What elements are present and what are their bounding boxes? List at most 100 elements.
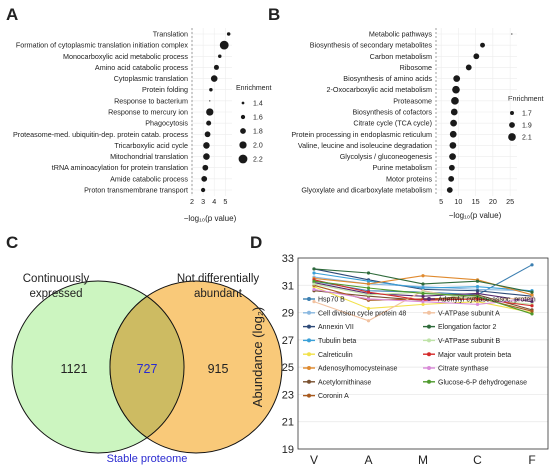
panel-a-xtick-label: 3 [201,197,205,206]
legend-label: Annexin VII [318,324,354,331]
legend-swatch-dot [307,324,311,329]
panel-c-venn: Continuously expressed Not differentiall… [11,273,283,465]
panel-letter-b: B [268,5,280,24]
panel-a-category-label: Mitochondrial translation [110,152,188,161]
panel-a-category-label: Monocarboxylic acid metabolic process [63,52,188,61]
panel-a-category-label: Proteasome-med. ubiquitin-dep. protein c… [13,130,188,139]
panel-b-category-label: Ribosome [400,63,432,72]
panel-b-category-label: Glycolysis / gluconeogenesis [340,152,433,161]
venn-intersection-label: Stable proteome [107,453,188,465]
legend-swatch-dot [427,338,431,343]
panel-b-xtick-label: 25 [506,197,514,206]
panel-b-legend-label: 1.9 [522,123,532,130]
series-point [475,285,480,289]
venn-intersection-count: 727 [137,362,158,376]
panel-b-dot [448,175,455,182]
series-point [366,286,371,290]
legend-swatch-dot [307,393,311,398]
series-point [475,294,480,298]
legend-label: Hsp70 B [318,297,345,304]
panel-a-category-label: Amino acid catabolic process [95,63,188,72]
legend-swatch-dot [427,324,431,329]
series-point [421,302,425,306]
series-point [530,263,534,267]
panel-a-legend-label: 1.6 [253,115,263,122]
panel-a-legend-dot [239,141,247,149]
panel-a-xtick-label: 4 [212,197,216,206]
panel-b-legend-dot [508,133,516,141]
panel-b-xtick-label: 15 [472,197,480,206]
panel-d-xtick-label: A [364,453,372,467]
panel-a-dot [219,40,229,50]
panel-a-category-label: Formation of cytoplasmic translation ini… [16,41,189,50]
panel-a-xtick-label: 5 [223,197,227,206]
panel-a-dot [200,187,206,193]
series-point [421,286,425,290]
panel-d-xtick-label: V [310,453,318,467]
venn-set-right-label-line1: Not differentially [177,273,259,285]
panel-b-dot [473,53,480,60]
legend-swatch-dot [307,338,311,343]
panel-a-xtick-label: 2 [190,197,194,206]
panel-b-legend-dot [510,111,514,115]
panel-d-xtick-label: C [473,453,482,467]
panel-b-category-label: Proteasome [393,96,432,105]
panel-a-legend-dot [241,101,245,105]
series-point [475,297,480,301]
series-point [530,312,534,316]
series-point [312,300,316,304]
panel-a-category-label: Proton transmembrane transport [84,186,188,195]
series-point [312,267,316,271]
panel-d-linechart: Abundance (log₂) 19 21 23 25 27 29 31 33 V A M C F Hs… [250,253,549,467]
panel-a-legend-label: 2.0 [253,143,263,150]
series-point [530,297,534,301]
panel-b-xlabel: −log₁₀(p value) [449,211,502,220]
panel-a-category-label: Response to mercury ion [108,108,188,117]
legend-swatch-dot [307,352,311,357]
legend-label: Citrate synthase [438,366,489,373]
panel-a-legend-label: 2.2 [253,157,263,164]
panel-a-dot [209,87,213,92]
panel-d-ytick-label: 27 [282,335,294,347]
panel-b-dot [450,119,457,127]
legend-label: Major vault protein beta [438,352,511,359]
series-point [366,319,371,323]
venn-set-left-label-line2: expressed [29,288,82,300]
panel-d-ytick-label: 21 [282,417,294,429]
panel-b-category-label: Biosynthesis of cofactors [353,108,433,117]
series-point [530,309,534,313]
legend-label: Coronin A [318,393,349,400]
legend-label: Elongation factor 2 [438,324,496,331]
panel-b-dotplot: −log₁₀(p value) Enrichment Metabolic pat… [291,28,543,220]
series-point [312,271,316,275]
panel-a-dot [206,120,212,126]
panel-a-category-label: Amide catabolic process [110,174,188,183]
panel-b-xtick-label: 20 [489,197,497,206]
panel-d-ytick-label: 19 [282,444,294,456]
legend-swatch-dot [307,366,311,370]
panel-b-category-label: Carbon metabolism [370,52,432,61]
legend-label: Cell division cycle protein 48 [318,310,406,317]
panel-d-plot-frame [297,257,549,450]
panel-letter-c: C [6,233,18,252]
panel-a-dot [210,75,218,82]
panel-a-dot [202,164,209,171]
panel-b-legend-label: 1.7 [522,111,532,118]
series-point [475,302,480,306]
panel-a-legend-dot [240,114,246,120]
panel-a-dot [203,142,210,149]
panel-a-category-label: Translation [153,30,188,39]
series-point [530,300,534,304]
panel-a-legend-dot [240,128,246,134]
series-point [421,282,425,286]
panel-letter-a: A [6,5,18,24]
panel-d-ytick-label: 25 [282,362,294,374]
legend-swatch-dot [427,297,431,301]
panel-b-dot [480,42,485,48]
series-point [312,282,316,286]
panel-b-dot [446,187,453,193]
legend-label: Glucose-6-P dehydrogenase [438,379,527,386]
panel-b-xtick-label: 5 [439,197,443,206]
panel-d-ylabel: Abundance (log₂) [250,307,265,407]
panel-b-dot [465,64,472,71]
